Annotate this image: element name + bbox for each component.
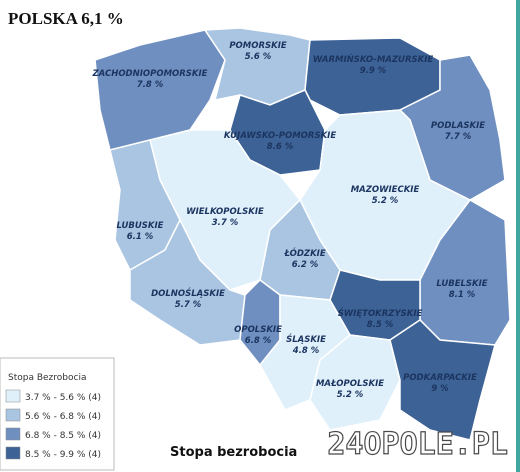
region-name: OPOLSKIE: [234, 325, 282, 335]
region-name: LUBELSKIE: [436, 279, 487, 289]
regions: [94, 27, 511, 441]
region-name: MAZOWIECKIE: [351, 185, 420, 195]
legend-swatch: [5, 446, 21, 460]
region-value: 5.2 %: [372, 196, 399, 206]
region-value: 4.8 %: [292, 346, 320, 356]
region: [94, 29, 226, 151]
region-name: PODLASKIE: [431, 121, 485, 131]
region-name: PODKARPACKIE: [403, 373, 477, 383]
region-name: WARMIŃSKO-MAZURSKIE: [313, 53, 434, 65]
title: POLSKA 6,1 %: [8, 9, 124, 28]
legend-swatch: [5, 408, 21, 422]
region-value: 5.7 %: [175, 300, 202, 310]
legend-label: 6.8 % - 8.5 % (4): [25, 431, 101, 441]
region-name: ZACHODNIOPOMORSKIE: [92, 69, 208, 79]
legend-swatch: [5, 427, 21, 441]
frame-edge: [516, 0, 520, 472]
region-value: 8.5 %: [367, 320, 394, 330]
region: [389, 319, 496, 441]
region-name: LUBUSKIE: [117, 221, 164, 231]
region-name: KUJAWSKO-POMORSKIE: [224, 131, 336, 141]
caption: Stopa bezrobocia: [170, 445, 297, 460]
region-name: ŚWIĘTOKRZYSKIE: [338, 307, 423, 319]
region-value: 3.7 %: [212, 218, 239, 228]
region-name: POMORSKIE: [229, 41, 287, 51]
region-value: 5.2 %: [337, 390, 364, 400]
region-value: 6.8 %: [245, 336, 272, 346]
region-name: WIELKOPOLSKIE: [186, 207, 264, 217]
legend-swatch: [5, 389, 21, 403]
legend-label: 5.6 % - 6.8 % (4): [25, 412, 101, 422]
region-name: ŁÓDZKIE: [283, 247, 326, 259]
region: [309, 334, 401, 431]
legend-title: Stopa Bezrobocia: [8, 373, 86, 383]
legend: Stopa Bezrobocia 3.7 % - 5.6 % (4) 5.6 % …: [0, 357, 115, 471]
region-value: 8.1 %: [449, 290, 476, 300]
region-name: DOLNOŚLĄSKIE: [151, 287, 225, 299]
region-value: 6.2 %: [292, 260, 319, 270]
region-value: 9.9 %: [360, 66, 387, 76]
region-value: 6.1 %: [127, 232, 154, 242]
region-value: 7.8 %: [137, 80, 164, 90]
legend-label: 8.5 % - 9.9 % (4): [25, 450, 101, 460]
region-value: 8.6 %: [267, 142, 294, 152]
region-value: 5.6 %: [245, 52, 272, 62]
legend-label: 3.7 % - 5.6 % (4): [25, 393, 101, 403]
watermark: 24OPOLE.PL: [327, 427, 508, 462]
region-name: MAŁOPOLSKIE: [316, 379, 384, 389]
region-value: 7.7 %: [445, 132, 472, 142]
region-name: ŚLĄSKIE: [286, 333, 326, 345]
region-value: 9 %: [431, 384, 449, 394]
